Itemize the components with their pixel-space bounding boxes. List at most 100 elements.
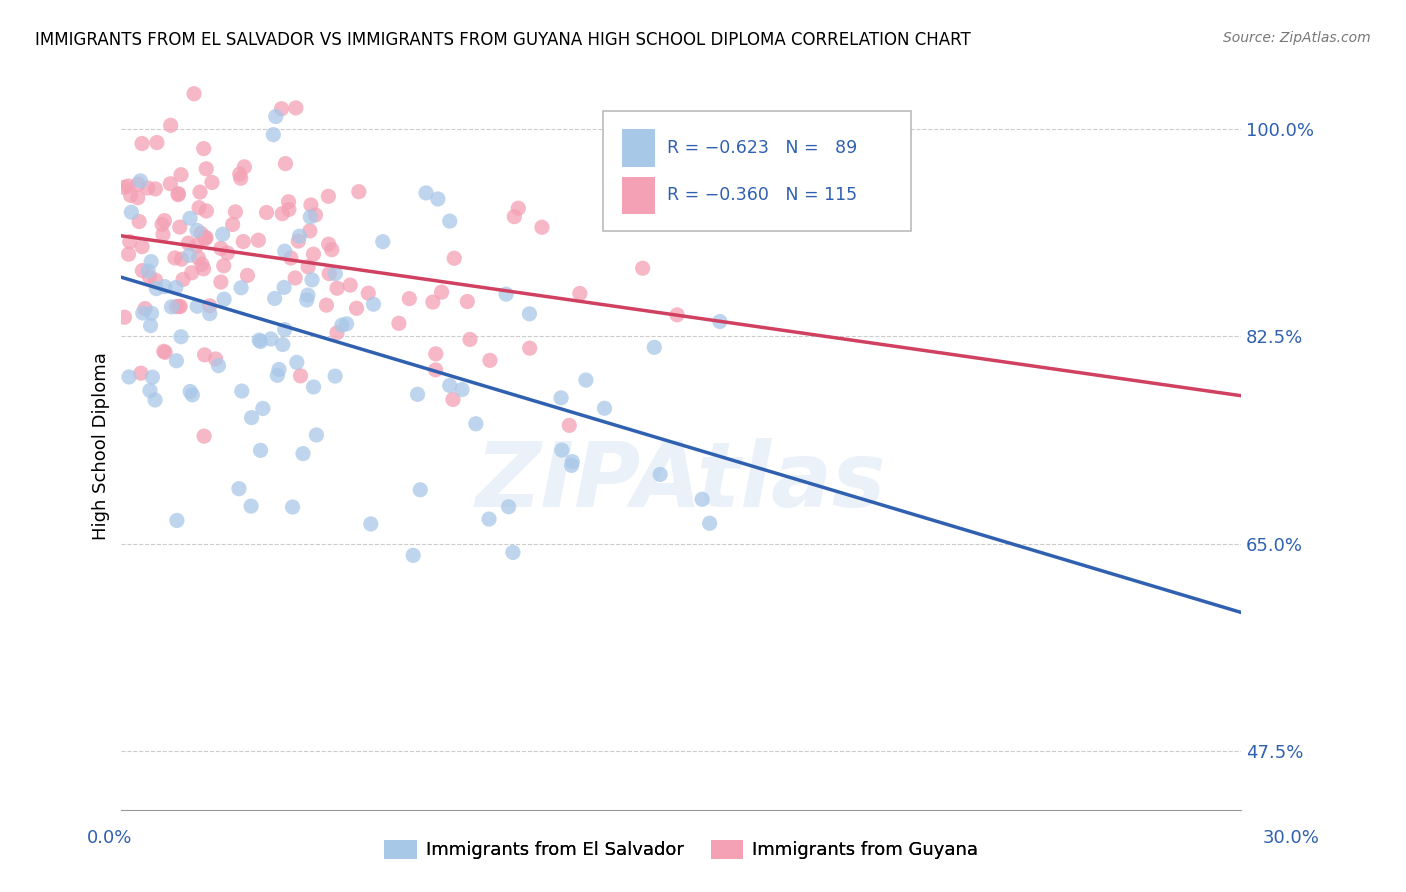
- Point: [159, 177, 181, 191]
- Point: [699, 516, 721, 531]
- Point: [530, 220, 553, 235]
- Point: [388, 316, 411, 330]
- Point: [169, 300, 191, 314]
- Point: [165, 300, 187, 314]
- Point: [180, 266, 202, 280]
- Point: [284, 271, 307, 285]
- Point: [291, 447, 314, 461]
- Point: [153, 279, 176, 293]
- Point: [211, 227, 233, 242]
- Point: [318, 267, 340, 281]
- Point: [153, 344, 176, 359]
- Point: [299, 210, 322, 224]
- Point: [193, 142, 215, 156]
- Point: [323, 267, 346, 281]
- Point: [249, 443, 271, 458]
- Point: [301, 273, 323, 287]
- Point: [347, 185, 370, 199]
- Point: [129, 174, 152, 188]
- Point: [195, 230, 218, 244]
- Point: [233, 160, 256, 174]
- Point: [247, 333, 270, 347]
- Point: [118, 235, 141, 249]
- Point: [209, 241, 232, 255]
- Point: [212, 292, 235, 306]
- Text: R = −0.623   N =   89: R = −0.623 N = 89: [666, 139, 856, 157]
- Point: [304, 208, 326, 222]
- Point: [159, 118, 181, 132]
- Point: [141, 370, 163, 384]
- Point: [163, 251, 186, 265]
- Point: [288, 229, 311, 244]
- Point: [129, 366, 152, 380]
- Point: [266, 368, 288, 383]
- Point: [551, 443, 574, 458]
- Point: [194, 232, 217, 246]
- Point: [134, 301, 156, 316]
- Point: [128, 214, 150, 228]
- Point: [186, 223, 208, 237]
- Point: [188, 185, 211, 199]
- Point: [558, 418, 581, 433]
- Point: [118, 370, 141, 384]
- Point: [172, 272, 194, 286]
- Point: [298, 224, 321, 238]
- Point: [120, 188, 142, 202]
- Point: [179, 384, 201, 399]
- Point: [256, 205, 278, 219]
- Point: [498, 500, 520, 514]
- Point: [187, 251, 209, 265]
- Point: [166, 514, 188, 528]
- Point: [201, 176, 224, 190]
- Point: [519, 341, 541, 355]
- Point: [167, 187, 190, 202]
- Point: [150, 218, 173, 232]
- Point: [170, 252, 193, 267]
- Point: [561, 455, 583, 469]
- Point: [290, 368, 312, 383]
- Point: [330, 318, 353, 333]
- Point: [323, 369, 346, 384]
- Point: [198, 299, 221, 313]
- Point: [114, 310, 136, 325]
- Point: [273, 322, 295, 336]
- Point: [295, 293, 318, 307]
- Point: [297, 288, 319, 302]
- Point: [409, 483, 432, 497]
- Point: [193, 261, 215, 276]
- Point: [281, 500, 304, 514]
- Point: [270, 102, 292, 116]
- Point: [195, 204, 218, 219]
- Point: [139, 384, 162, 398]
- Point: [249, 334, 271, 349]
- Point: [229, 171, 252, 186]
- Point: [271, 207, 294, 221]
- Point: [193, 348, 215, 362]
- Point: [425, 363, 447, 377]
- Point: [458, 333, 481, 347]
- Point: [415, 186, 437, 200]
- Point: [183, 87, 205, 101]
- Point: [143, 182, 166, 196]
- Point: [371, 235, 394, 249]
- Point: [502, 545, 524, 559]
- Point: [451, 383, 474, 397]
- Point: [117, 247, 139, 261]
- Point: [346, 301, 368, 316]
- Point: [274, 244, 297, 259]
- Text: ZIPAtlas: ZIPAtlas: [475, 438, 886, 526]
- Text: 0.0%: 0.0%: [87, 830, 132, 847]
- Point: [167, 186, 190, 201]
- Point: [478, 512, 501, 526]
- Point: [267, 362, 290, 376]
- Point: [575, 373, 598, 387]
- Point: [193, 429, 215, 443]
- Point: [209, 275, 232, 289]
- Point: [194, 230, 217, 244]
- Point: [252, 401, 274, 416]
- Point: [145, 273, 167, 287]
- Point: [690, 492, 713, 507]
- Point: [321, 243, 343, 257]
- Point: [302, 380, 325, 394]
- Point: [141, 306, 163, 320]
